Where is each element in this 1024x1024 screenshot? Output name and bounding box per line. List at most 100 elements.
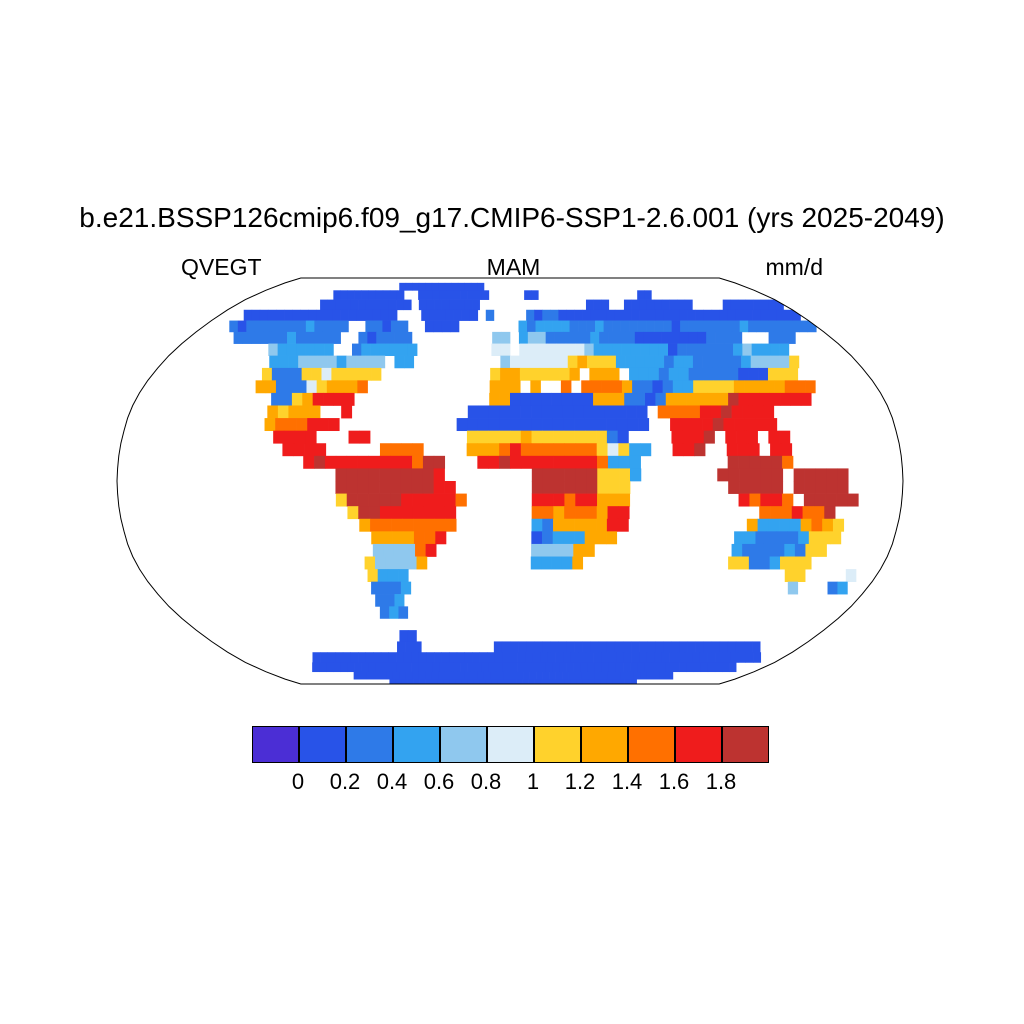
map-grid-cell [531, 405, 542, 419]
map-grid-cell [305, 320, 315, 333]
map-grid-cell [282, 443, 294, 457]
map-grid-cell [616, 418, 628, 432]
map-grid-cell [553, 518, 565, 532]
map-grid-cell [584, 343, 594, 356]
map-grid-cell [826, 481, 838, 494]
map-grid-cell [669, 652, 678, 663]
map-grid-cell [288, 355, 299, 369]
map-grid-cell [488, 405, 500, 419]
map-grid-cell [584, 531, 596, 545]
map-grid-cell [301, 367, 312, 381]
map-grid-cell [686, 343, 697, 356]
map-grid-cell [394, 355, 405, 369]
map-grid-cell [379, 455, 391, 469]
map-grid-cell [423, 506, 435, 520]
map-grid-cell [400, 481, 413, 494]
map-grid-cell [742, 543, 754, 557]
map-grid-cell [665, 662, 673, 673]
map-grid-cell [324, 455, 337, 469]
colorbar-tick-label: 0.2 [329, 769, 361, 794]
map-grid-cell [404, 543, 416, 557]
map-grid-cell [280, 320, 290, 333]
map-grid-cell [779, 343, 790, 356]
map-grid-cell [510, 641, 519, 653]
map-grid-cell [281, 367, 293, 381]
map-grid-cell [446, 662, 454, 673]
map-grid-cell [553, 443, 565, 457]
map-grid-cell [631, 299, 640, 311]
map-grid-cell [597, 455, 609, 469]
map-grid-cell [382, 290, 391, 300]
map-grid-cell [487, 652, 496, 663]
map-grid-cell [632, 380, 643, 394]
map-grid-cell [687, 641, 696, 653]
map-grid-cell [626, 405, 637, 419]
map-grid-cell [540, 652, 549, 663]
map-grid-cell [777, 331, 787, 344]
map-grid-cell [766, 418, 778, 432]
map-grid-cell [559, 367, 570, 381]
map-grid-cell [644, 290, 652, 300]
map-grid-cell [412, 455, 424, 469]
map-grid-cell [721, 662, 730, 673]
map-grid-cell [433, 468, 445, 482]
map-grid-cell [760, 343, 771, 356]
map-grid-cell [800, 556, 812, 570]
map-grid-cell [271, 367, 283, 381]
map-grid-cell [541, 405, 553, 419]
map-grid-cell [575, 443, 587, 457]
map-grid-cell [574, 430, 586, 444]
map-grid-cell [744, 418, 756, 432]
map-grid-cell [729, 662, 737, 673]
map-grid-cell [596, 506, 608, 520]
map-grid-cell [688, 367, 699, 381]
map-grid-cell [819, 531, 831, 545]
map-grid-cell [347, 290, 355, 300]
map-grid-cell [805, 380, 816, 394]
map-grid-cell [570, 679, 577, 684]
map-grid-cell [401, 506, 413, 520]
map-grid-cell [655, 641, 664, 653]
map-grid-cell [542, 671, 550, 680]
map-grid-cell [331, 367, 342, 381]
map-grid-cell [422, 455, 435, 469]
map-grid-cell [278, 355, 289, 369]
map-grid-cell [564, 443, 576, 457]
map-grid-cell [564, 455, 576, 469]
map-grid-cell [552, 543, 564, 557]
map-grid-cell [381, 531, 393, 545]
map-grid-cell [586, 468, 598, 482]
map-grid-cell [518, 641, 527, 653]
map-grid-cell [404, 355, 415, 369]
map-grid-cell [328, 418, 340, 432]
map-grid-cell [418, 290, 426, 300]
map-grid-cell [655, 309, 664, 321]
map-grid-cell [780, 392, 791, 406]
map-grid-cell [608, 652, 617, 663]
map-grid-cell [804, 468, 816, 482]
map-grid-cell [607, 443, 619, 457]
map-grid-cell [728, 481, 740, 494]
map-grid-cell [582, 309, 592, 321]
map-grid-cell [750, 468, 762, 482]
map-grid-cell [599, 367, 610, 381]
map-grid-cell [542, 641, 551, 653]
map-grid-cell [421, 309, 430, 321]
map-grid-cell [815, 481, 827, 494]
map-grid-cell [542, 531, 554, 545]
map-grid-cell [671, 320, 681, 333]
map-grid-cell [477, 430, 489, 444]
map-grid-cell [663, 309, 672, 321]
map-grid-cell [712, 355, 723, 369]
map-grid-cell [566, 641, 575, 653]
map-grid-cell [585, 443, 598, 457]
map-grid-cell [391, 518, 403, 532]
map-grid-cell [661, 299, 670, 311]
map-grid-cell [477, 418, 489, 432]
map-grid-cell [335, 652, 344, 663]
map-grid-cell [264, 418, 276, 432]
map-grid-cell [665, 392, 677, 406]
map-grid-cell [644, 662, 652, 673]
map-grid-cell [630, 468, 642, 482]
map-grid-cell [572, 392, 584, 406]
